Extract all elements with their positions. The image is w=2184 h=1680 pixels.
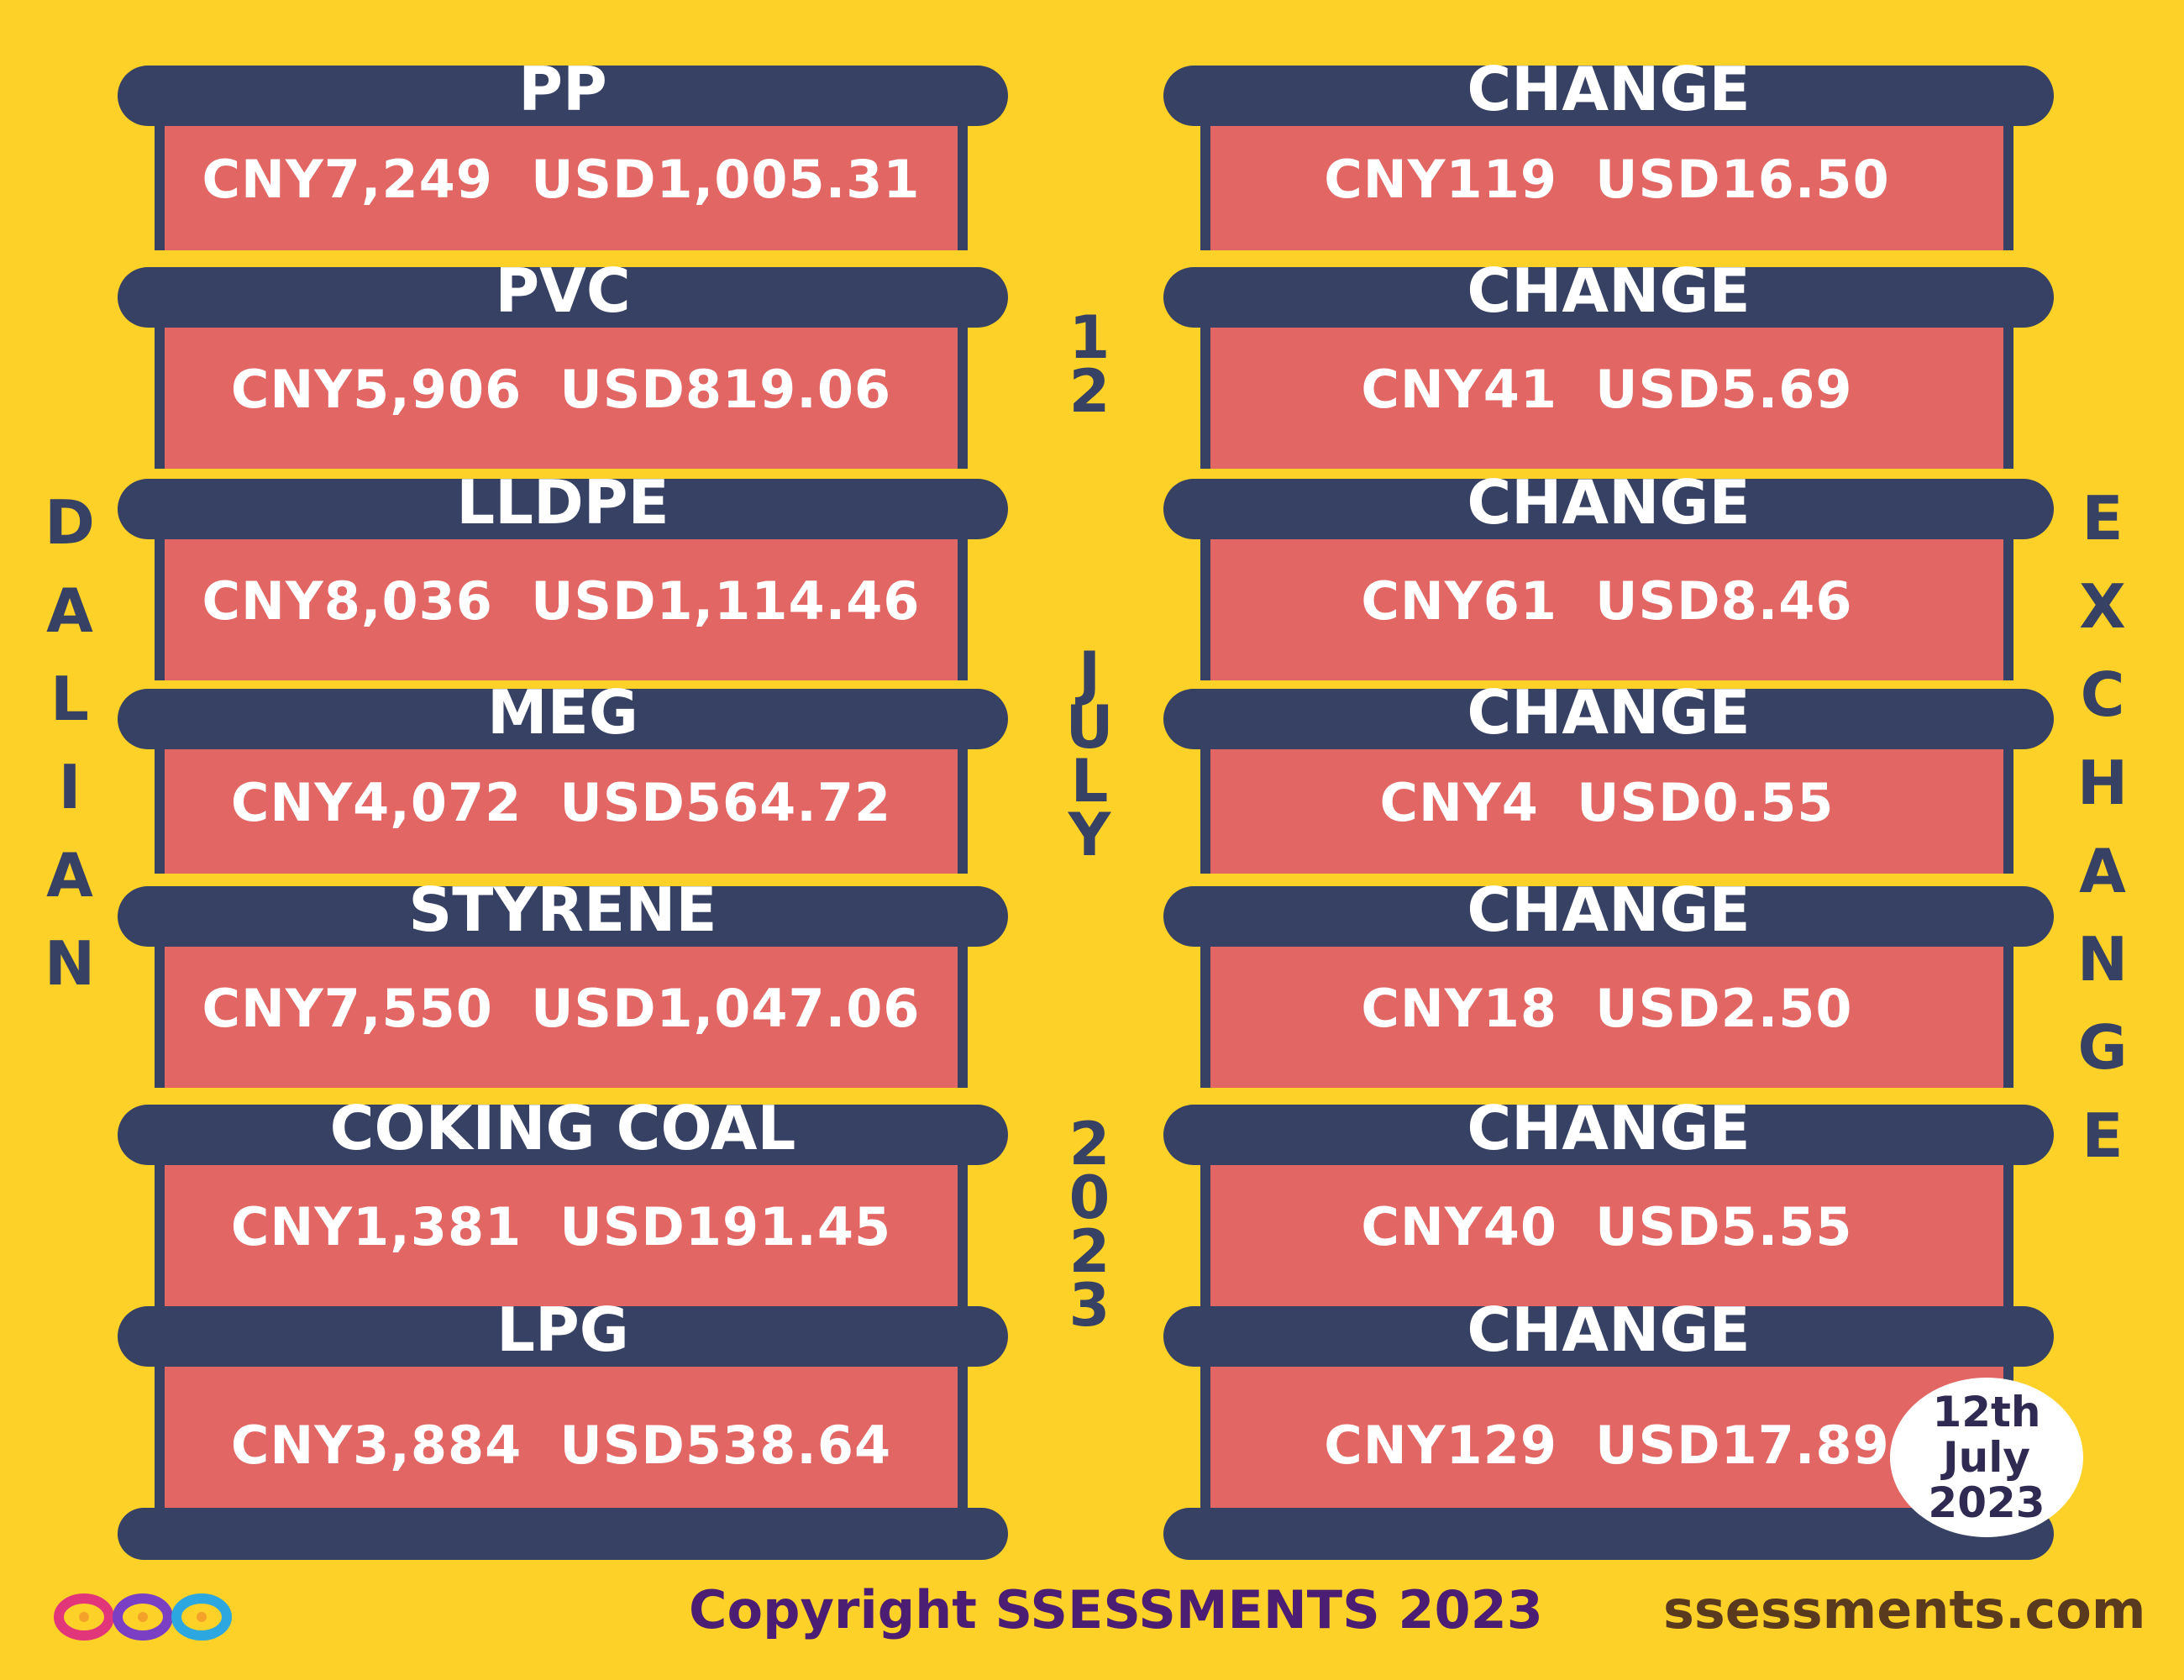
commodity-price-box-text: CNY7,249 USD1,005.31	[202, 148, 921, 210]
date-year-char: 3	[1068, 1271, 1110, 1340]
commodity-price-box-text: CNY5,906 USD819.06	[230, 358, 892, 420]
date-month-char: J	[1078, 639, 1101, 708]
change-label-band: CHANGE	[1163, 59, 2054, 126]
change-value-box-text: CNY129 USD17.89	[1324, 1414, 1890, 1476]
commodity-name-band-text: COKING COAL	[329, 1093, 796, 1163]
date-month-char: Y	[1068, 801, 1111, 869]
commodity-price-box: CNY8,036 USD1,114.46	[155, 521, 968, 680]
commodity-name-band-text: PVC	[495, 255, 631, 326]
change-label-band: CHANGE	[1163, 472, 2054, 539]
change-value-box: CNY40 USD5.55	[1200, 1147, 2013, 1306]
bottom-band	[118, 1508, 1008, 1560]
badge-year: 2023	[1928, 1478, 2045, 1527]
change-value-box: CNY41 USD5.69	[1200, 309, 2013, 469]
exchange-letter: C	[2080, 659, 2125, 730]
change-label-band-text: CHANGE	[1467, 1294, 1751, 1365]
change-value-box-text: CNY18 USD2.50	[1361, 977, 1853, 1039]
change-label-band: CHANGE	[1163, 1098, 2054, 1165]
exchange-letter: E	[2082, 1100, 2124, 1171]
change-value-box: CNY61 USD8.46	[1200, 521, 2013, 680]
ssessments-logo-icon	[54, 1593, 232, 1641]
change-label-band-text: CHANGE	[1467, 874, 1751, 945]
commodity-name-band-text: LLDPE	[456, 467, 669, 538]
dalian-letter: A	[46, 840, 93, 911]
change-label-band-text: CHANGE	[1467, 1093, 1751, 1163]
change-label-band-text: CHANGE	[1467, 467, 1751, 538]
date-month-char: L	[1070, 747, 1109, 816]
change-value-box-text: CNY41 USD5.69	[1361, 358, 1853, 420]
commodity-name-band-text: STYRENE	[408, 874, 717, 945]
change-label-band: CHANGE	[1163, 1299, 2054, 1367]
commodity-price-box: CNY1,381 USD191.45	[155, 1147, 968, 1306]
dalian-letter: L	[50, 664, 89, 734]
change-label-band: CHANGE	[1163, 879, 2054, 947]
change-value-box: CNY119 USD16.50	[1200, 108, 2013, 250]
copyright-text: Copyright SSESSMENTS 2023	[689, 1579, 1543, 1641]
change-value-box: CNY18 USD2.50	[1200, 928, 2013, 1088]
commodity-price-box: CNY4,072 USD564.72	[155, 731, 968, 874]
change-label-band-text: CHANGE	[1467, 677, 1751, 748]
exchange-letter: E	[2082, 483, 2124, 554]
date-year-char: 0	[1068, 1163, 1110, 1232]
change-value-box-text: CNY40 USD5.55	[1361, 1195, 1853, 1257]
badge-month: July	[1943, 1433, 2030, 1482]
commodity-name-band: COKING COAL	[118, 1098, 1008, 1165]
dalian-letter: D	[45, 487, 95, 558]
exchange-letter: X	[2079, 571, 2126, 642]
commodity-name-band-text: MEG	[487, 677, 638, 748]
bottom-band	[1163, 1508, 2054, 1560]
exchange-letter: A	[2079, 836, 2126, 906]
date-year-char: 2	[1068, 1110, 1110, 1179]
exchange-letter: N	[2076, 924, 2129, 995]
date-day-char: 2	[1068, 357, 1110, 426]
change-label-band: CHANGE	[1163, 260, 2054, 328]
change-value-box-text: CNY119 USD16.50	[1324, 148, 1890, 210]
commodity-name-band: PP	[118, 59, 1008, 126]
commodity-name-band-text: LPG	[496, 1294, 629, 1365]
commodity-price-box-text: CNY8,036 USD1,114.46	[202, 570, 921, 632]
change-value-box-text: CNY61 USD8.46	[1361, 570, 1853, 632]
exchange-letter: G	[2077, 1012, 2128, 1083]
date-year-char: 2	[1068, 1217, 1110, 1286]
commodity-name-band: STYRENE	[118, 879, 1008, 947]
commodity-price-box: CNY7,550 USD1,047.06	[155, 928, 968, 1088]
commodity-price-box: CNY5,906 USD819.06	[155, 309, 968, 469]
commodity-price-box: CNY7,249 USD1,005.31	[155, 108, 968, 250]
date-badge: 12th July 2023	[1890, 1378, 2083, 1537]
dalian-letter: I	[58, 752, 81, 822]
commodity-price-box-text: CNY3,884 USD538.64	[230, 1414, 892, 1476]
website-link[interactable]: ssessments.com	[1663, 1579, 2146, 1641]
commodity-name-band: PVC	[118, 260, 1008, 328]
date-month-char: U	[1065, 693, 1114, 762]
exchange-letter: H	[2076, 748, 2129, 818]
change-label-band-text: CHANGE	[1467, 255, 1751, 326]
commodity-name-band: MEG	[118, 682, 1008, 749]
date-day-char: 1	[1068, 303, 1110, 372]
badge-day: 12th	[1932, 1388, 2041, 1436]
dalian-letter: A	[46, 575, 93, 646]
change-label-band: CHANGE	[1163, 682, 2054, 749]
change-label-band-text: CHANGE	[1467, 54, 1751, 124]
commodity-name-band: LLDPE	[118, 472, 1008, 539]
change-value-box-text: CNY4 USD0.55	[1379, 771, 1835, 833]
commodity-price-box-text: CNY7,550 USD1,047.06	[202, 977, 921, 1039]
commodity-name-band: LPG	[118, 1299, 1008, 1367]
commodity-price-box-text: CNY1,381 USD191.45	[230, 1195, 892, 1257]
commodity-name-band-text: PP	[518, 54, 607, 124]
change-value-box: CNY4 USD0.55	[1200, 731, 2013, 874]
commodity-price-box-text: CNY4,072 USD564.72	[230, 771, 892, 833]
dalian-letter: N	[44, 928, 96, 999]
